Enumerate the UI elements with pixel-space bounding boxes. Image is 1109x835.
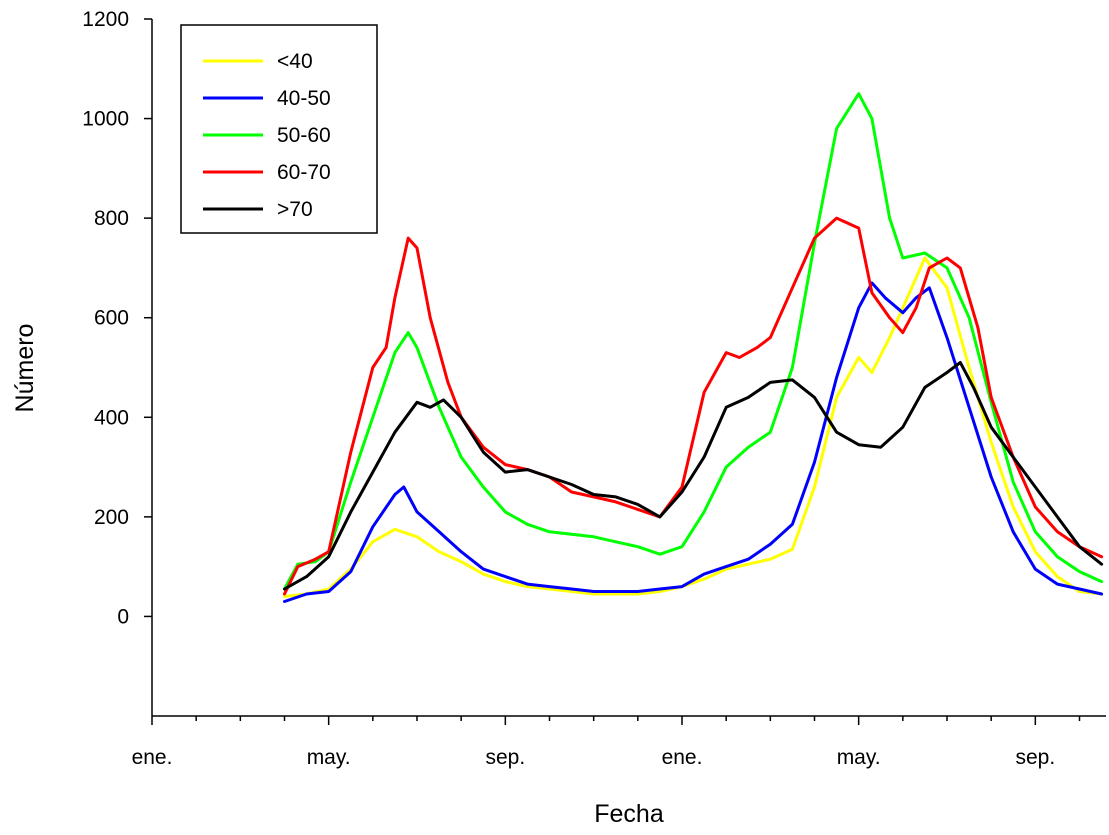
legend-label-5: >70 xyxy=(277,198,313,221)
legend-label-1: <40 xyxy=(277,50,313,73)
series-layer xyxy=(283,92,1104,603)
y-tick-label: 1200 xyxy=(82,8,129,31)
y-axis-title: Número xyxy=(11,324,39,413)
y-tick-label: 1000 xyxy=(82,108,129,131)
legend-label-3: 50-60 xyxy=(277,124,331,147)
y-tick-label: 800 xyxy=(94,207,129,230)
x-tick-label: may. xyxy=(837,746,881,769)
x-tick-label: sep. xyxy=(485,746,525,769)
y-tick-label: 200 xyxy=(94,506,129,529)
y-tick-label: 400 xyxy=(94,406,129,429)
x-tick-label: ene. xyxy=(662,746,703,769)
x-axis-title: Fecha xyxy=(594,800,664,828)
x-tick-label: ene. xyxy=(132,746,173,769)
series-line-5 xyxy=(283,361,1104,591)
series-line-1 xyxy=(283,256,1104,598)
axes: 0 200 400 600 800 1000 1200 ene. may. sep. ene. may… xyxy=(82,8,1106,769)
legend: <40 40-50 50-60 60-70 >70 xyxy=(180,24,378,234)
legend-label-4: 60-70 xyxy=(277,161,331,184)
series-line-3 xyxy=(283,92,1104,591)
x-tick-label: sep. xyxy=(1015,746,1055,769)
legend-label-2: 40-50 xyxy=(277,87,331,110)
series-line-4 xyxy=(283,216,1104,596)
series-line-2 xyxy=(283,281,1104,603)
y-tick-label: 600 xyxy=(94,307,129,330)
x-tick-label: may. xyxy=(307,746,351,769)
y-tick-label: 0 xyxy=(117,605,129,628)
